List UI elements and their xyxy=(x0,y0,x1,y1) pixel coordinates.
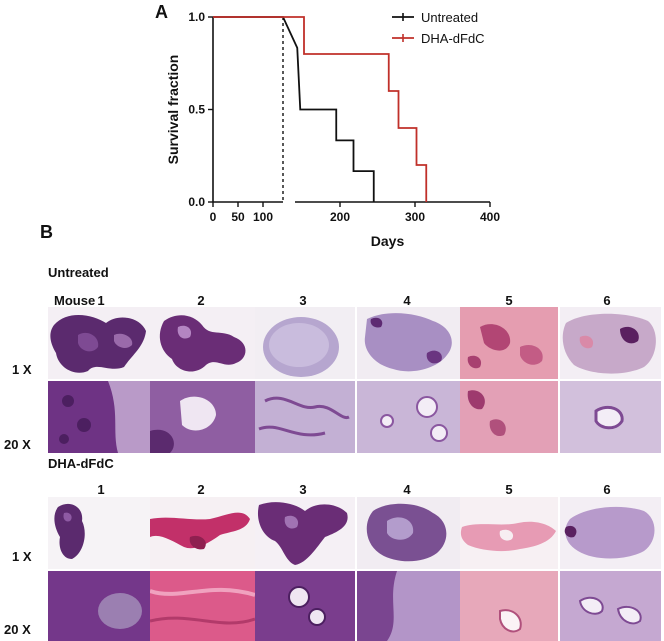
x-tick-label: 100 xyxy=(253,210,273,224)
series-line-0 xyxy=(213,16,375,202)
untreated-mouse-number-6: 6 xyxy=(603,293,611,308)
treated-1x-image-mouse-1 xyxy=(48,497,150,569)
untreated-20x-image-mouse-6 xyxy=(560,381,661,453)
legend-label-1: DHA-dFdC xyxy=(421,31,485,46)
treated-1x-label: 1 X xyxy=(12,549,32,564)
untreated-1x-image-mouse-6 xyxy=(560,307,661,379)
untreated-1x-label: 1 X xyxy=(12,362,32,377)
treated-20x-image-mouse-5 xyxy=(460,571,558,641)
untreated-20x-image-mouse-4 xyxy=(357,381,460,453)
treated-1x-image-mouse-5 xyxy=(460,497,558,569)
x-axis-label: Days xyxy=(371,233,405,249)
y-tick-label: 0.5 xyxy=(188,103,205,117)
treated-mouse-number-5: 5 xyxy=(505,482,513,497)
y-tick-label: 0.0 xyxy=(188,195,205,209)
x-tick-label: 0 xyxy=(210,210,217,224)
treated-1x-image-mouse-4 xyxy=(357,497,460,569)
panel-b-label: B xyxy=(40,222,53,242)
treated-group-title: DHA-dFdC xyxy=(48,456,114,471)
y-tick-label: 1.0 xyxy=(188,10,205,24)
untreated-20x-label: 20 X xyxy=(4,437,31,452)
treated-20x-image-mouse-4 xyxy=(357,571,460,641)
untreated-mouse-number-4: 4 xyxy=(403,293,411,308)
treated-mouse-number-4: 4 xyxy=(403,482,411,497)
treated-20x-label: 20 X xyxy=(4,622,31,637)
untreated-1x-image-mouse-3 xyxy=(255,307,355,379)
untreated-1x-image-mouse-5 xyxy=(460,307,558,379)
treated-mouse-number-3: 3 xyxy=(299,482,307,497)
untreated-20x-image-mouse-2 xyxy=(150,381,255,453)
untreated-group-title: Untreated xyxy=(48,265,109,280)
y-axis-label: Survival fraction xyxy=(165,55,181,165)
treated-1x-image-mouse-6 xyxy=(560,497,661,569)
legend-label-0: Untreated xyxy=(421,10,478,25)
untreated-mouse-number-2: 2 xyxy=(197,293,205,308)
treated-mouse-number-2: 2 xyxy=(197,482,205,497)
x-tick-label: 200 xyxy=(330,210,350,224)
treated-20x-image-mouse-3 xyxy=(255,571,355,641)
untreated-1x-image-mouse-4 xyxy=(357,307,460,379)
mouse-label: Mouse xyxy=(54,293,96,308)
untreated-mouse-number-1: 1 xyxy=(97,293,105,308)
untreated-1x-image-mouse-1 xyxy=(48,307,150,379)
treated-mouse-number-6: 6 xyxy=(603,482,611,497)
treated-1x-image-mouse-3 xyxy=(255,497,355,569)
treated-20x-image-mouse-2 xyxy=(150,571,255,641)
x-tick-label: 400 xyxy=(480,210,500,224)
treated-20x-image-mouse-6 xyxy=(560,571,661,641)
untreated-20x-image-mouse-1 xyxy=(48,381,150,453)
panel-a-label: A xyxy=(155,2,168,22)
untreated-20x-image-mouse-3 xyxy=(255,381,355,453)
series-line-1 xyxy=(213,16,428,202)
treated-20x-image-mouse-1 xyxy=(48,571,150,641)
untreated-1x-image-mouse-2 xyxy=(150,307,255,379)
treated-mouse-number-1: 1 xyxy=(97,482,105,497)
treated-1x-image-mouse-2 xyxy=(150,497,255,569)
x-tick-label: 50 xyxy=(231,210,245,224)
untreated-mouse-number-5: 5 xyxy=(505,293,513,308)
untreated-20x-image-mouse-5 xyxy=(460,381,558,453)
survival-chart: 0.0 0.5 1.0 0 50 100 200 300 400 Days Survival fra… xyxy=(165,10,500,249)
x-tick-label: 300 xyxy=(405,210,425,224)
untreated-mouse-number-3: 3 xyxy=(299,293,307,308)
